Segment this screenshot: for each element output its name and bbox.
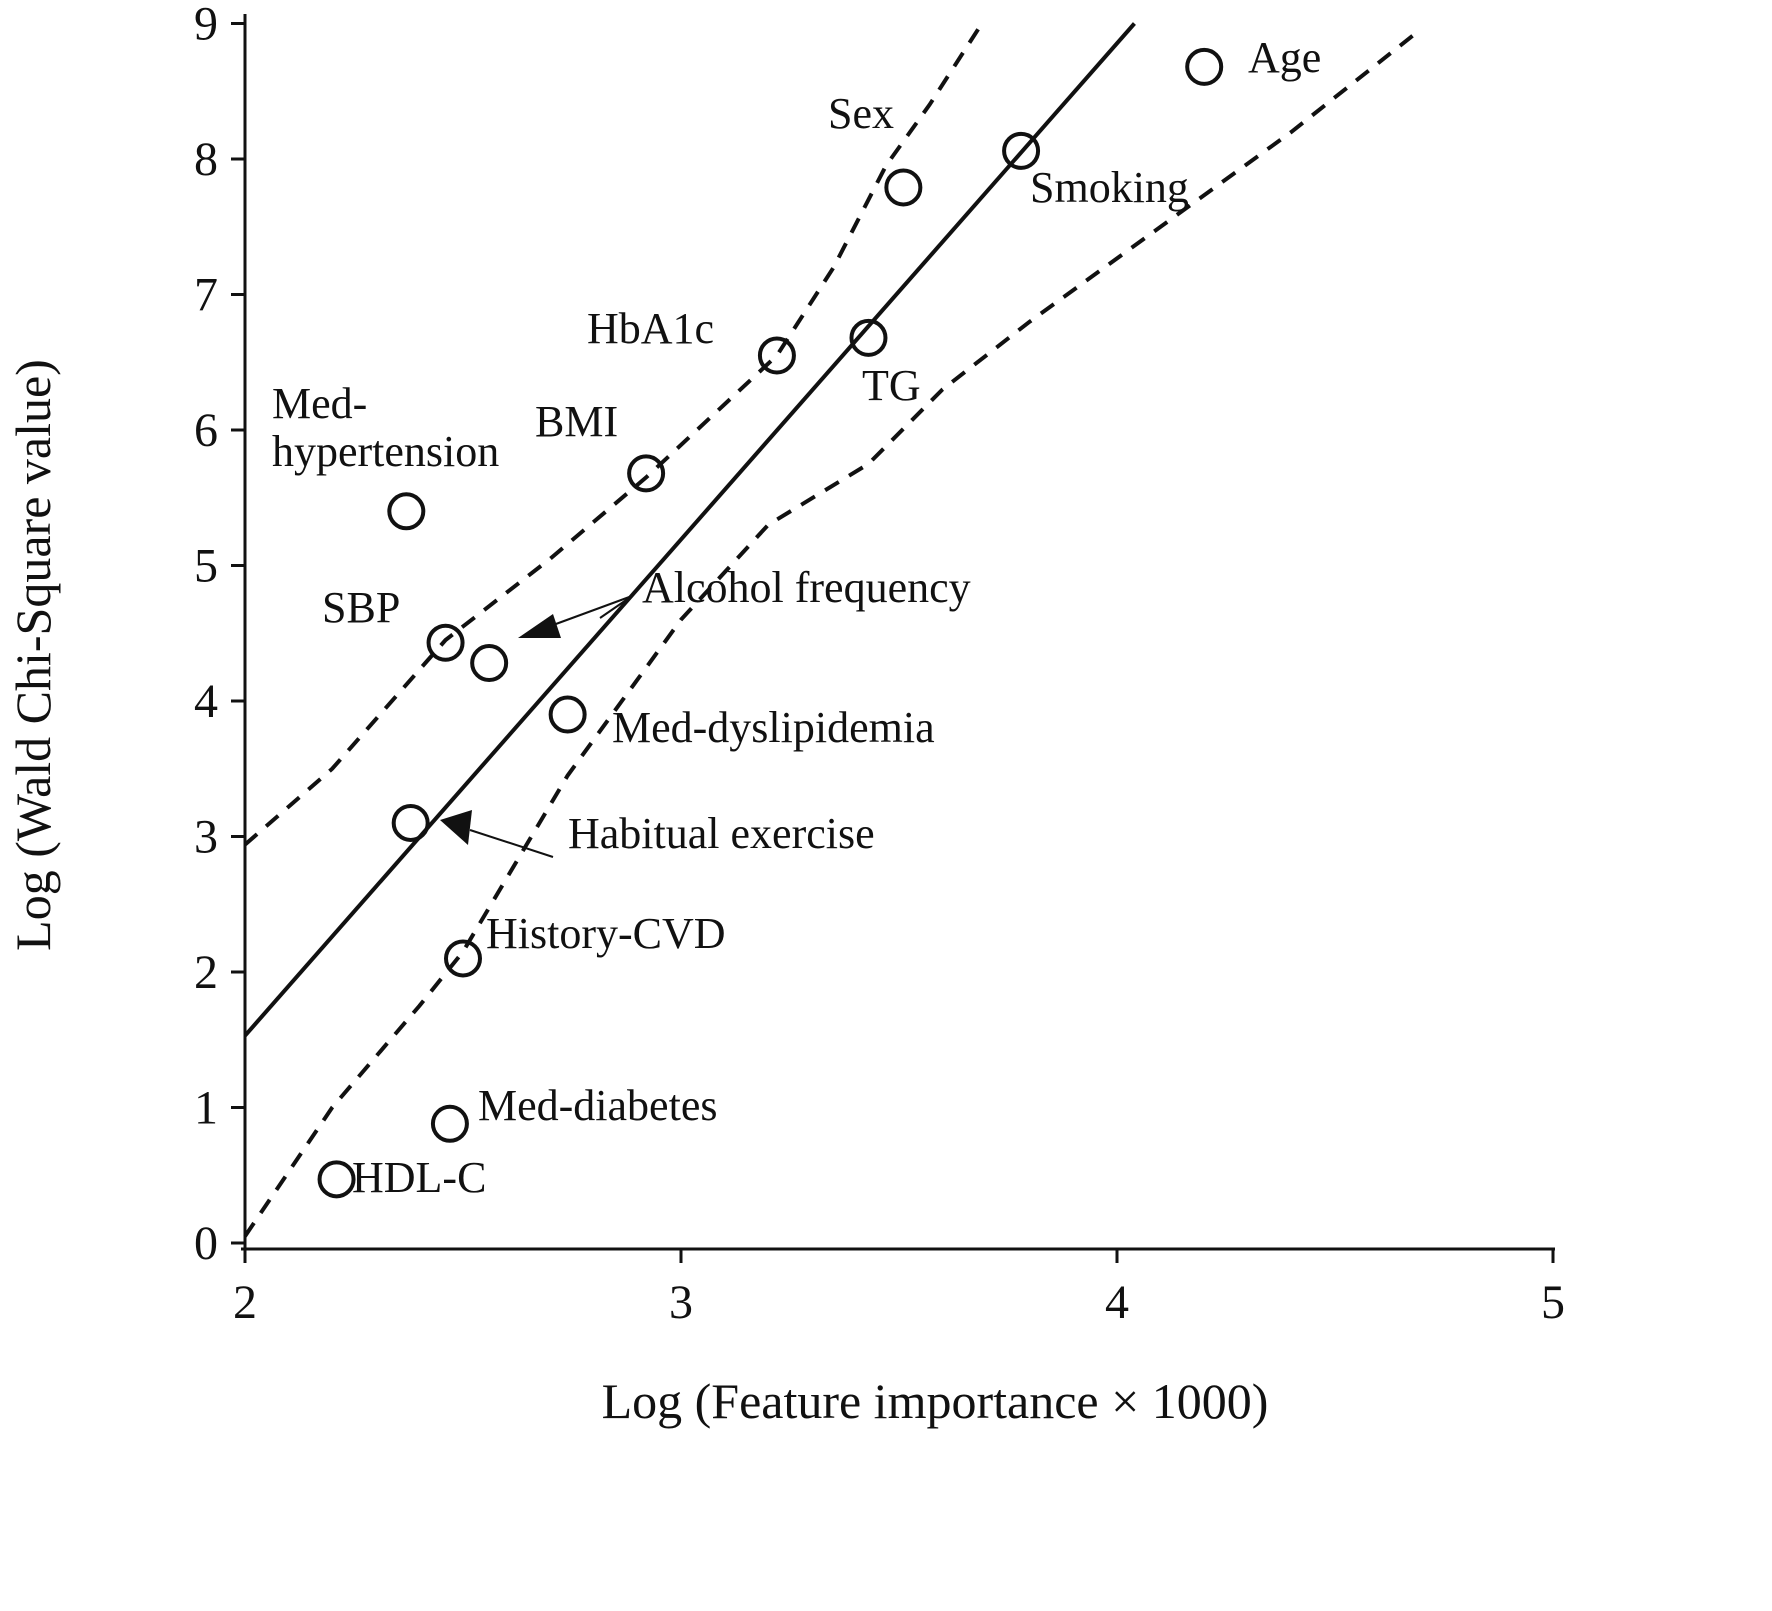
y-tick-label: 4 [194,675,218,728]
x-tick-label: 4 [1105,1276,1129,1329]
data-point [757,336,796,375]
point-label-line: Med- [272,379,367,428]
point-label: BMI [535,397,618,446]
arrow-head-icon [440,810,472,845]
point-label: Med-hypertension [272,379,499,476]
point-label: HDL-C [352,1153,486,1202]
data-point [1185,47,1224,86]
alcohol-arrow-line [599,595,633,619]
point-label: Habitual exercise [568,809,875,858]
data-point [627,454,666,493]
point-label: Alcohol frequency [642,563,971,612]
point-label: Age [1248,33,1321,82]
data-point [884,168,923,207]
arrow-head-icon [518,614,561,638]
point-label-line: hypertension [272,427,499,476]
fit-lines [243,22,1420,1238]
exercise-arrow-line [469,829,554,858]
point-label: History-CVD [486,909,726,958]
point-label: HbA1c [587,304,714,353]
y-tick-label: 5 [194,540,218,593]
annotation-arrows [440,595,633,858]
data-point [548,695,587,734]
x-tick-label: 5 [1541,1276,1565,1329]
point-label: TG [862,361,921,410]
data-point [391,803,430,842]
data-point [426,623,465,662]
point-label: Smoking [1030,163,1189,212]
x-tick-label: 3 [669,1276,693,1329]
data-point [387,492,426,531]
regression-line [243,22,1136,1038]
x-axis-label: Log (Feature importance × 1000) [602,1373,1269,1429]
point-label: Med-diabetes [478,1081,717,1130]
data-point [317,1160,356,1199]
data-points: Age Smoking Sex TG HbA1c BMI Med-hypertension S… [272,33,1321,1202]
y-tick-label: 9 [194,0,218,51]
point-label: Med-dyslipidemia [612,703,935,752]
data-point [470,644,509,683]
y-axis-label: Log (Wald Chi-Square value) [5,359,61,951]
y-tick-label: 1 [194,1082,218,1135]
data-point [1002,131,1041,170]
upper-confidence-band [243,22,984,847]
x-tick-label: 2 [233,1276,257,1329]
axes: 2 3 4 5 0 1 2 3 4 5 6 7 8 9 [194,0,1565,1329]
y-tick-label: 0 [194,1217,218,1270]
y-tick-label: 6 [194,404,218,457]
y-tick-label: 3 [194,811,218,864]
point-label: Sex [828,89,894,138]
y-tick-label: 2 [194,946,218,999]
data-point [444,939,482,978]
lower-confidence-band [243,30,1420,1238]
y-tick-label: 8 [194,133,218,186]
alcohol-arrow-line [544,595,633,629]
point-label: SBP [322,583,400,632]
y-tick-label: 7 [194,269,218,322]
data-point [849,318,888,357]
data-point [430,1104,469,1143]
